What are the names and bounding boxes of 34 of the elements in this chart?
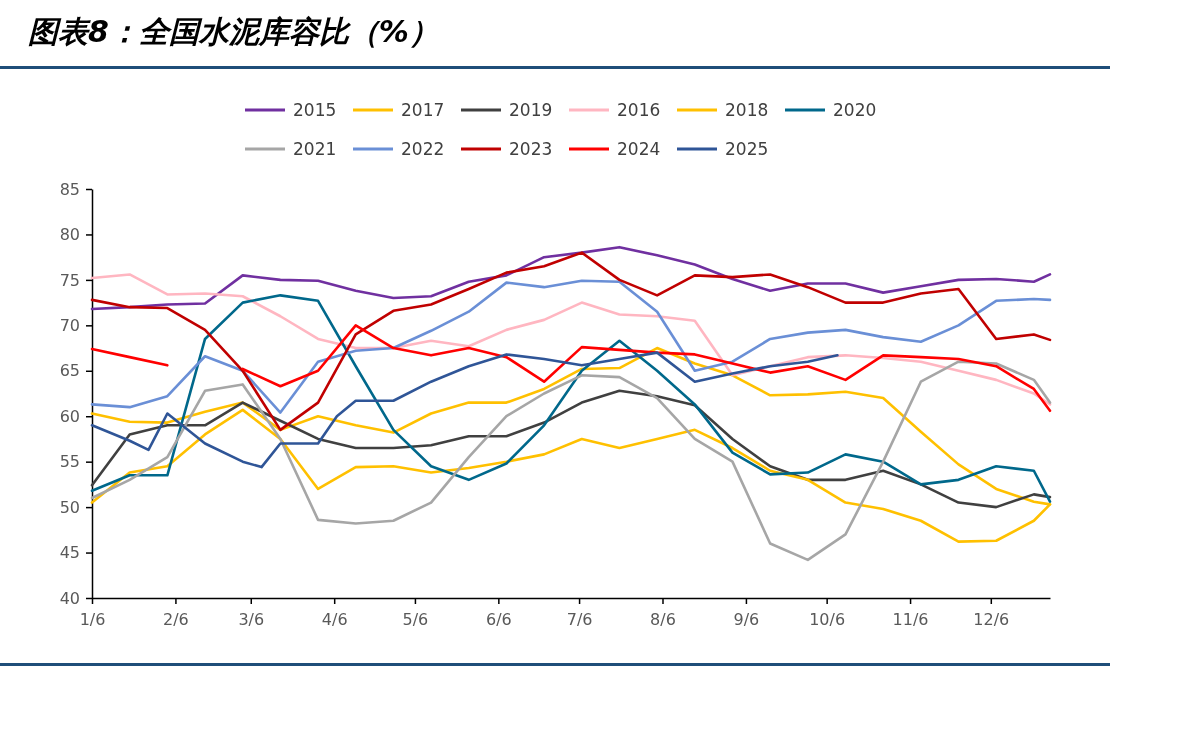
y-tick-label: 45: [59, 543, 80, 563]
legend-label: 2018: [725, 100, 769, 120]
y-tick-label: 40: [59, 588, 80, 608]
y-tick-label: 55: [59, 452, 80, 472]
x-tick-label: 7/6: [566, 609, 593, 629]
chart-title: 图表8：全国水泥库容比（%）: [28, 14, 439, 49]
y-tick-label: 75: [59, 270, 80, 290]
y-tick-label: 60: [59, 406, 80, 426]
x-tick-label: 6/6: [485, 609, 512, 629]
x-tick-label: 1/6: [79, 609, 106, 629]
x-tick-label: 8/6: [650, 609, 676, 629]
x-tick-label: 2/6: [163, 609, 189, 629]
legend-label: 2025: [725, 139, 769, 159]
legend-label: 2020: [833, 100, 877, 120]
y-tick-label: 70: [59, 315, 80, 335]
legend-label: 2017: [401, 100, 445, 120]
x-tick-label: 11/6: [892, 609, 929, 629]
legend-label: 2019: [509, 100, 553, 120]
legend-label: 2024: [617, 139, 661, 159]
x-tick-label: 12/6: [973, 609, 1010, 629]
x-tick-label: 3/6: [238, 609, 265, 629]
x-tick-label: 5/6: [402, 609, 429, 629]
legend-label: 2015: [293, 100, 337, 120]
x-tick-label: 4/6: [321, 609, 348, 629]
y-tick-label: 85: [59, 179, 80, 199]
legend-label: 2023: [509, 139, 553, 159]
y-tick-label: 80: [59, 225, 80, 245]
legend-label: 2021: [293, 139, 337, 159]
legend-label: 2016: [617, 100, 661, 120]
x-tick-label: 9/6: [733, 609, 760, 629]
y-tick-label: 65: [59, 361, 80, 381]
legend-label: 2022: [401, 139, 445, 159]
x-tick-label: 10/6: [809, 609, 846, 629]
y-tick-label: 50: [59, 497, 80, 517]
